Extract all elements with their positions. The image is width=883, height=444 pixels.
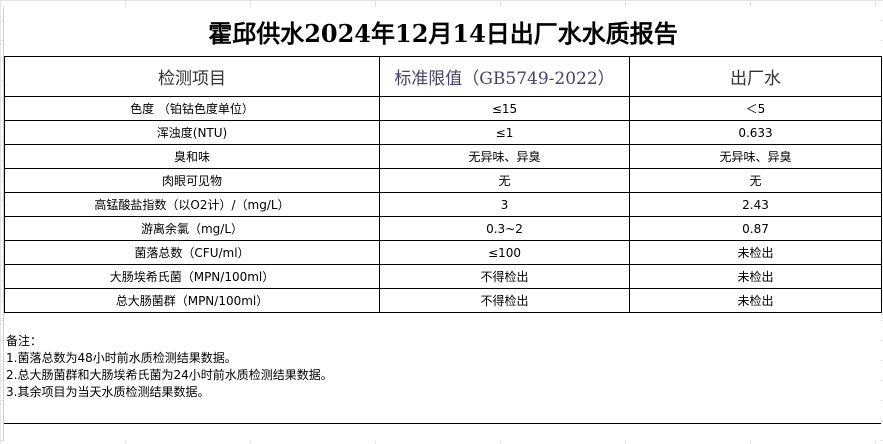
note-line: 备注： — [6, 334, 43, 348]
item-cell[interactable]: 色度 （铂钴色度单位） — [4, 96, 380, 121]
header-row: 检测项目 标准限值（GB5749-2022） 出厂水 — [4, 56, 882, 97]
item-cell[interactable]: 浑浊度(NTU) — [4, 120, 380, 145]
table-row: 总大肠菌群（MPN/100ml） 不得检出 未检出 — [4, 288, 882, 313]
table-row: 高锰酸盐指数（以O2计）/（mg/L） 3 2.43 — [4, 192, 882, 217]
table-row: 色度 （铂钴色度单位） ≤15 ＜5 — [4, 96, 882, 121]
standard-cell[interactable]: 无异味、异臭 — [379, 144, 630, 169]
result-cell[interactable]: 未检出 — [629, 264, 882, 289]
item-cell[interactable]: 肉眼可见物 — [4, 168, 380, 193]
standard-cell[interactable]: ≤1 — [379, 120, 630, 145]
table-row: 菌落总数（CFU/ml） ≤100 未检出 — [4, 240, 882, 265]
header-result[interactable]: 出厂水 — [629, 56, 882, 97]
result-cell[interactable]: 无异味、异臭 — [629, 144, 882, 169]
table-row: 游离余氯（mg/L） 0.3~2 0.87 — [4, 216, 882, 241]
result-cell[interactable]: 2.43 — [629, 192, 882, 217]
standard-cell[interactable]: 不得检出 — [379, 264, 630, 289]
result-cell[interactable]: 无 — [629, 168, 882, 193]
note-line: 2.总大肠菌群和大肠埃希氏菌为24小时前水质检测结果数据。 — [6, 368, 333, 382]
result-cell[interactable]: 0.87 — [629, 216, 882, 241]
standard-cell[interactable]: ≤100 — [379, 240, 630, 265]
header-standard[interactable]: 标准限值（GB5749-2022） — [379, 56, 630, 97]
result-cell[interactable]: 未检出 — [629, 240, 882, 265]
header-item[interactable]: 检测项目 — [4, 56, 380, 97]
item-cell[interactable]: 菌落总数（CFU/ml） — [4, 240, 380, 265]
table-row: 浑浊度(NTU) ≤1 0.633 — [4, 120, 882, 145]
table-row: 大肠埃希氏菌（MPN/100ml） 不得检出 未检出 — [4, 264, 882, 289]
item-cell[interactable]: 游离余氯（mg/L） — [4, 216, 380, 241]
item-cell[interactable]: 高锰酸盐指数（以O2计）/（mg/L） — [4, 192, 380, 217]
item-cell[interactable]: 总大肠菌群（MPN/100ml） — [4, 288, 380, 313]
notes[interactable]: 备注： 1.菌落总数为48小时前水质检测结果数据。 2.总大肠菌群和大肠埃希氏菌… — [4, 313, 881, 424]
result-cell[interactable]: 0.633 — [629, 120, 882, 145]
item-cell[interactable]: 大肠埃希氏菌（MPN/100ml） — [4, 264, 380, 289]
table-row: 臭和味 无异味、异臭 无异味、异臭 — [4, 144, 882, 169]
report-table: 霍邱供水2024年12月14日出厂水水质报告 检测项目 标准限值（GB5749-… — [4, 7, 882, 313]
report-sheet: 霍邱供水2024年12月14日出厂水水质报告 检测项目 标准限值（GB5749-… — [3, 7, 882, 441]
item-cell[interactable]: 臭和味 — [4, 144, 380, 169]
note-line: 1.菌落总数为48小时前水质检测结果数据。 — [6, 351, 237, 365]
note-line: 3.其余项目为当天水质检测结果数据。 — [6, 385, 210, 399]
standard-cell[interactable]: 0.3~2 — [379, 216, 630, 241]
table-row: 肉眼可见物无无 — [4, 168, 882, 193]
standard-cell[interactable]: 不得检出 — [379, 288, 630, 313]
standard-cell[interactable]: 3 — [379, 192, 630, 217]
result-cell[interactable]: ＜5 — [629, 96, 882, 121]
standard-cell[interactable]: ≤15 — [379, 96, 630, 121]
report-title[interactable]: 霍邱供水2024年12月14日出厂水水质报告 — [4, 7, 882, 57]
standard-cell[interactable]: 无 — [379, 168, 630, 193]
result-cell[interactable]: 未检出 — [629, 288, 882, 313]
